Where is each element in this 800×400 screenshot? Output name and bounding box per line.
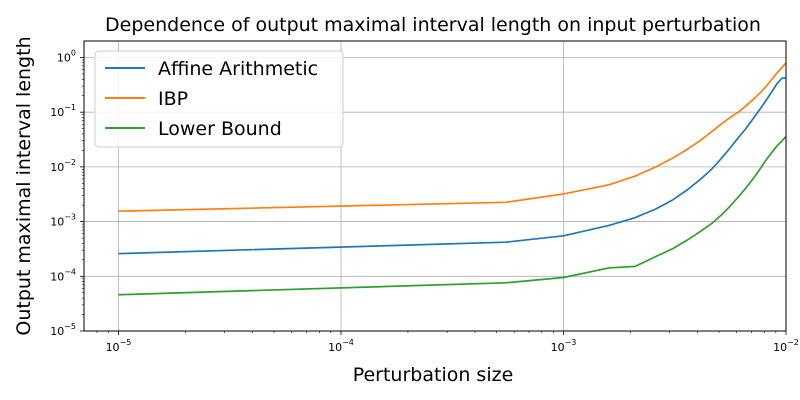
x-tick-label: 10−3 — [551, 338, 577, 354]
x-tick-label-exponent: −4 — [342, 338, 354, 347]
plot-frame — [83, 40, 787, 332]
y-tick-label: 10−1 — [50, 103, 76, 119]
x-tick-label: 10−5 — [106, 338, 132, 354]
x-tick-label-base: 10 — [328, 341, 342, 354]
y-tick-label-exponent: 0 — [71, 48, 76, 57]
y-tick-label-exponent: −2 — [64, 158, 76, 167]
x-tick-label-exponent: −2 — [787, 338, 799, 347]
y-tick-label-exponent: −5 — [64, 322, 76, 331]
x-axis-title: Perturbation size — [353, 364, 514, 386]
y-tick-label-base: 10 — [50, 216, 64, 229]
legend: Affine Arithmetic IBP Lower Bound — [94, 50, 344, 148]
y-tick-label: 10−5 — [50, 322, 76, 338]
legend-label-affine-arithmetic: Affine Arithmetic — [158, 58, 318, 80]
x-tick-label-exponent: −3 — [565, 338, 577, 347]
y-tick-label-exponent: −1 — [64, 103, 76, 112]
series-line-ibp — [118, 62, 786, 213]
y-tick-label-exponent: −3 — [64, 213, 76, 222]
x-tick-label-exponent: −5 — [120, 338, 132, 347]
y-tick-label-base: 10 — [50, 161, 64, 174]
x-tick-label-base: 10 — [551, 341, 565, 354]
x-tick-label-base: 10 — [773, 341, 787, 354]
legend-box — [94, 50, 344, 148]
y-tick-label-base: 10 — [50, 325, 64, 338]
y-tick-label: 10−3 — [50, 213, 76, 229]
legend-label-ibp: IBP — [158, 88, 188, 110]
series-line-lower-bound — [118, 135, 786, 296]
y-tick-label: 10−2 — [50, 158, 76, 174]
chart-title: Dependence of output maximal interval le… — [105, 14, 761, 36]
legend-label-lower-bound: Lower Bound — [158, 118, 282, 140]
y-tick-label-exponent: −4 — [64, 267, 76, 276]
y-tick-label: 10−4 — [50, 267, 76, 283]
y-tick-label-base: 10 — [50, 106, 64, 119]
x-tick-label: 10−2 — [773, 338, 799, 354]
x-tick-label: 10−4 — [328, 338, 354, 354]
y-tick-label-base: 10 — [57, 51, 71, 64]
y-axis-title: Output maximal interval length — [13, 36, 35, 335]
series-line-affine-arithmetic — [118, 77, 786, 255]
y-tick-label: 100 — [57, 48, 76, 64]
x-tick-label-base: 10 — [106, 341, 120, 354]
plot-series — [118, 62, 786, 296]
y-tick-label-base: 10 — [50, 270, 64, 283]
